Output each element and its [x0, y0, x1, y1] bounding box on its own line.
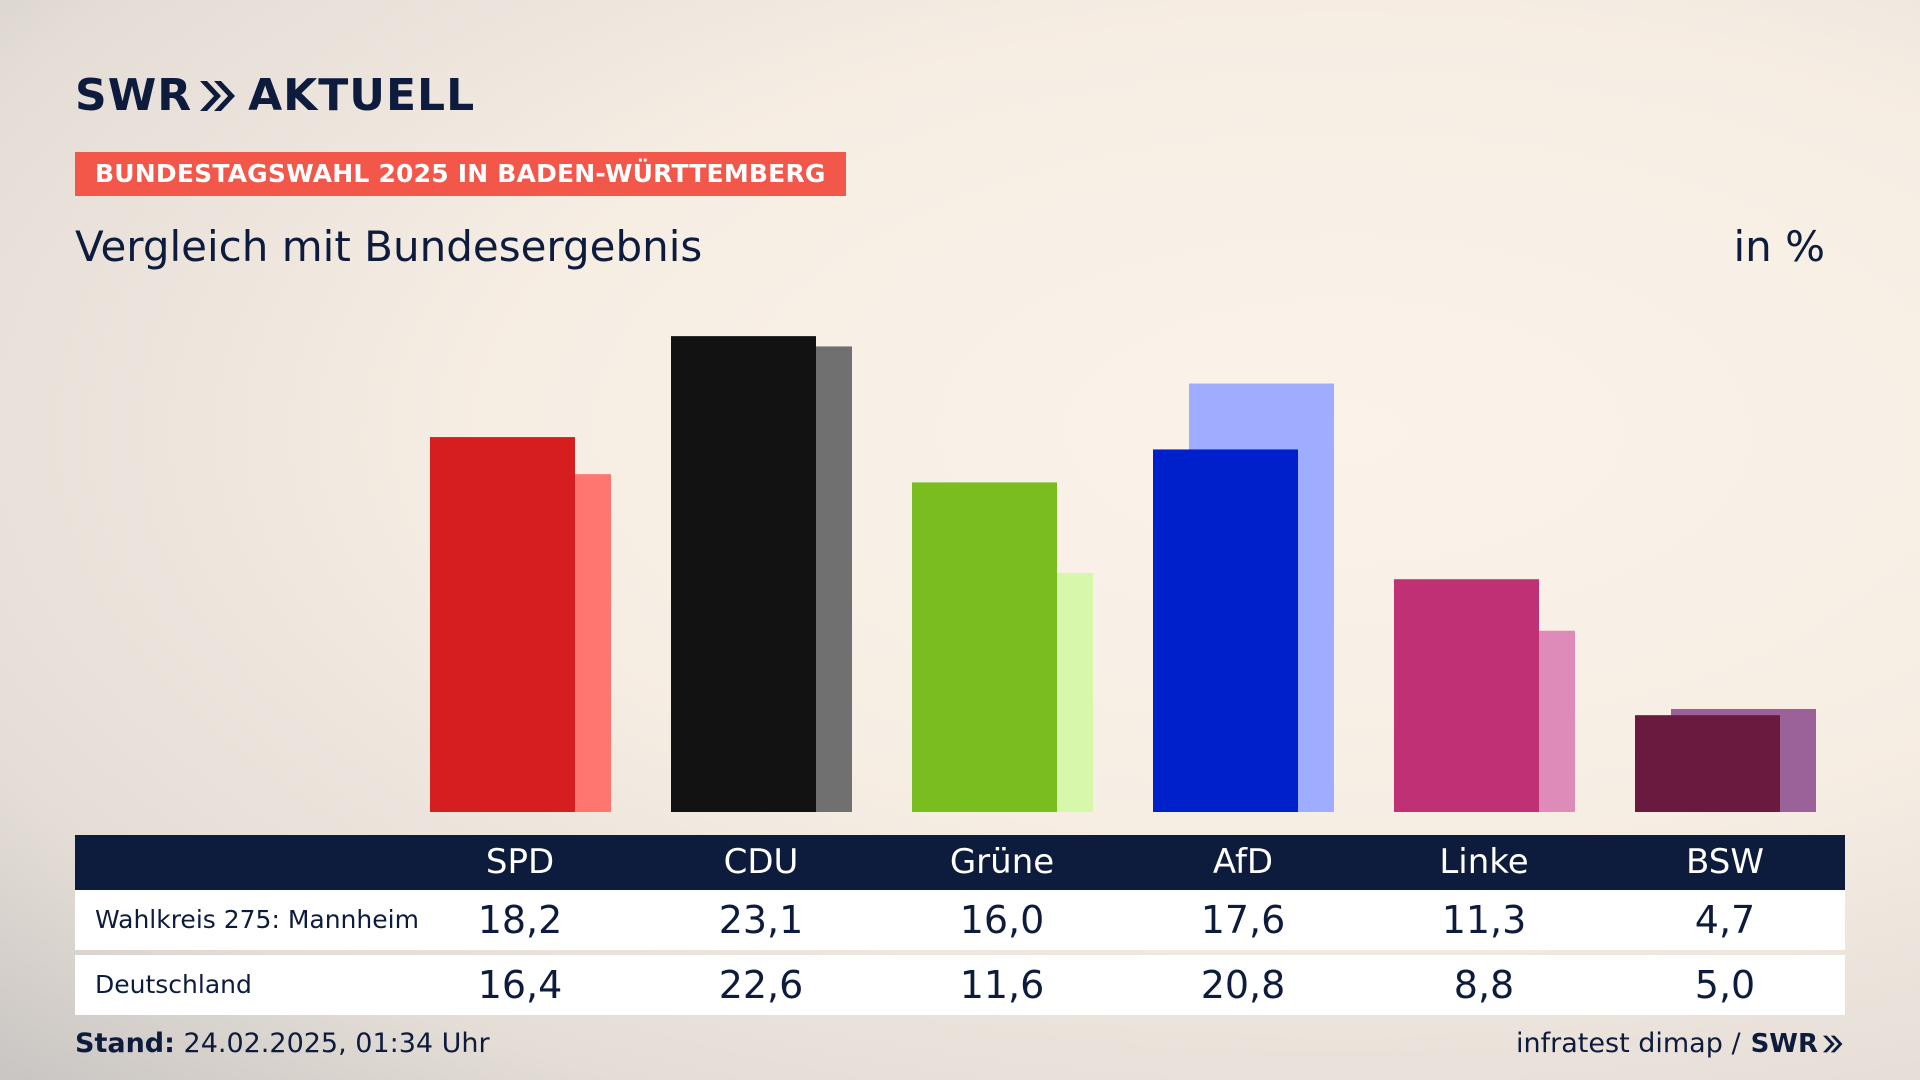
- column-header-bsw: BSW: [1686, 842, 1764, 882]
- table-cell: 18,2: [477, 898, 563, 942]
- stand-value: 24.02.2025, 01:34 Uhr: [183, 1028, 490, 1059]
- table-row: Deutschland 16,4 22,6 11,6 20,8 8,8 5,0: [75, 955, 1845, 1015]
- swr-aktuell-logo: SWR AKTUELL: [75, 70, 475, 121]
- logo-aktuell-text: AKTUELL: [248, 70, 476, 121]
- source-credit: infratest dimap / SWR: [1516, 1028, 1845, 1059]
- table-cell: 11,3: [1441, 898, 1527, 942]
- bar-gruene-wahlkreis: [912, 482, 1057, 812]
- stand-label: Stand:: [75, 1028, 175, 1059]
- row-label: Deutschland: [95, 970, 252, 999]
- column-header-gruene: Grüne: [949, 842, 1055, 882]
- table-header: SPD CDU Grüne AfD Linke BSW: [75, 835, 1845, 890]
- chart-subtitle: Vergleich mit Bundesergebnis: [75, 222, 703, 271]
- results-table: SPD CDU Grüne AfD Linke BSW Wahlkreis 275: Ma…: [75, 835, 1845, 1015]
- table-cell: 8,8: [1453, 963, 1515, 1007]
- table-cell: 5,0: [1694, 963, 1756, 1007]
- table-cell: 17,6: [1200, 898, 1286, 942]
- table-cell: 16,4: [477, 963, 563, 1007]
- source-brand: SWR: [1750, 1028, 1818, 1059]
- unit-label: in %: [1733, 222, 1825, 271]
- timestamp: Stand: 24.02.2025, 01:34 Uhr: [75, 1028, 490, 1059]
- table-cell: 4,7: [1694, 898, 1756, 942]
- bar-bsw-wahlkreis: [1635, 715, 1780, 812]
- table-cell: 20,8: [1200, 963, 1286, 1007]
- table-cell: 23,1: [718, 898, 804, 942]
- bar-chart: [430, 336, 1816, 812]
- double-chevron-icon: [200, 80, 236, 111]
- bar-afd-wahlkreis: [1153, 449, 1298, 812]
- column-header-linke: Linke: [1439, 842, 1529, 882]
- election-banner: BUNDESTAGSWAHL 2025 IN BADEN-WÜRTTEMBERG: [75, 152, 846, 196]
- table-cell: 16,0: [959, 898, 1045, 942]
- bar-spd-wahlkreis: [430, 437, 575, 812]
- logo-swr-text: SWR: [75, 70, 193, 121]
- source-text: infratest dimap /: [1516, 1028, 1741, 1059]
- column-header-cdu: CDU: [723, 842, 799, 882]
- column-header-spd: SPD: [485, 842, 555, 882]
- row-label: Wahlkreis 275: Mannheim: [95, 905, 419, 934]
- bar-cdu-wahlkreis: [671, 336, 816, 812]
- double-chevron-icon: [1823, 1035, 1843, 1052]
- bar-linke-wahlkreis: [1394, 579, 1539, 812]
- table-cell: 22,6: [718, 963, 804, 1007]
- table-cell: 11,6: [959, 963, 1045, 1007]
- column-header-afd: AfD: [1212, 842, 1274, 882]
- table-row: Wahlkreis 275: Mannheim 18,2 23,1 16,0 17,6 1…: [75, 890, 1845, 950]
